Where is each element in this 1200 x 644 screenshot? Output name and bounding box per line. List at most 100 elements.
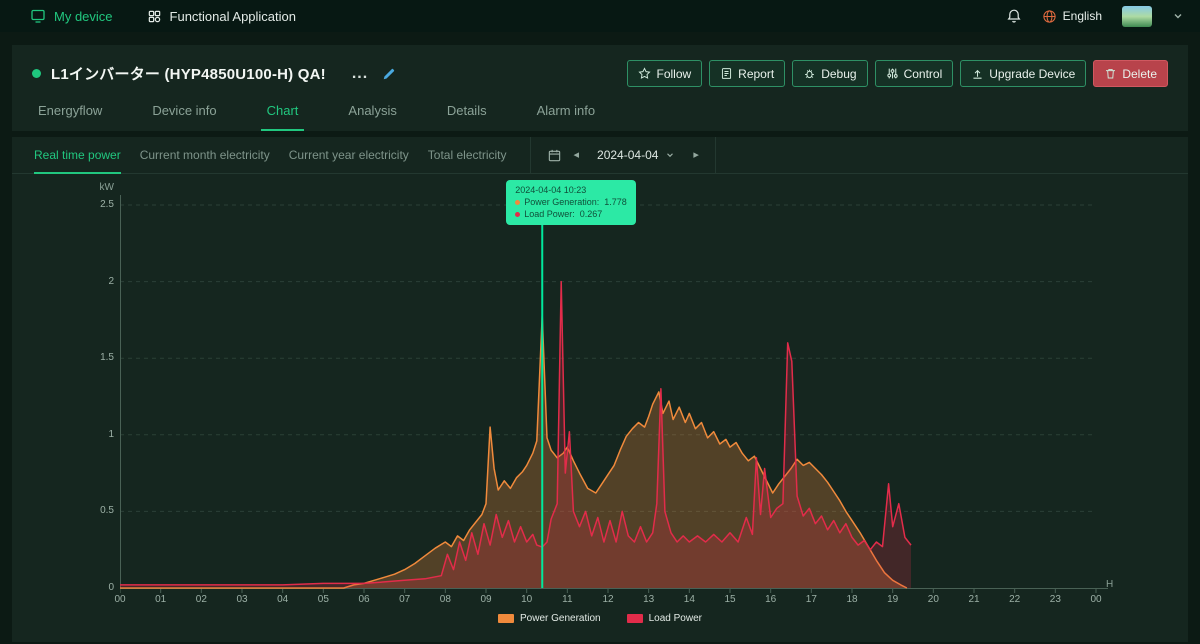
language-selector[interactable]: English [1042, 9, 1102, 24]
x-tick-label: 07 [399, 594, 411, 605]
notification-bell-icon[interactable] [1006, 8, 1022, 24]
tooltip-load-power-value: 0.267 [579, 209, 603, 219]
x-tick-label: 11 [562, 594, 573, 605]
chart-subtab-bar: Real time power Current month electricit… [12, 137, 1188, 174]
chart-legend: Power Generation Load Power [12, 613, 1188, 624]
follow-button-label: Follow [656, 66, 692, 81]
tab-chart-label: Chart [266, 103, 299, 118]
x-axis-unit-label: H [1106, 579, 1114, 590]
top-navbar: My device Functional Application English [0, 0, 1200, 32]
report-icon [722, 68, 732, 79]
subtab-total-electricity[interactable]: Total electricity [428, 137, 507, 173]
load-power-swatch-icon [626, 614, 643, 623]
control-button-label: Control [903, 66, 943, 81]
navbar-right: English [1006, 5, 1184, 27]
power-generation-swatch-icon [498, 614, 514, 623]
tab-energyflow[interactable]: Energyflow [36, 93, 104, 131]
language-label: English [1062, 9, 1102, 23]
x-tick-label: 19 [887, 594, 899, 605]
bug-icon [805, 69, 815, 79]
x-tick-label: 10 [521, 594, 533, 605]
subtab-real-time-power-label: Real time power [34, 148, 121, 162]
debug-button[interactable]: Debug [792, 60, 868, 87]
x-tick-label: 06 [358, 594, 370, 605]
report-button[interactable]: Report [709, 60, 786, 87]
subtab-current-year-electricity[interactable]: Current year electricity [289, 137, 409, 173]
tooltip-row-load-power: Load Power: 0.267 [515, 209, 627, 219]
chart-tooltip: 2024-04-04 10:23 Power Generation: 1.778… [506, 180, 636, 225]
legend-power-generation-label: Power Generation [520, 613, 601, 624]
edit-icon[interactable] [382, 67, 396, 81]
device-icon [31, 9, 45, 23]
calendar-button[interactable] [547, 148, 562, 163]
legend-load-power-label: Load Power [648, 613, 702, 624]
y-tick-label: 2 [108, 275, 114, 287]
nav-my-device[interactable]: My device [30, 8, 113, 24]
x-tick-label: 15 [724, 594, 736, 605]
x-tick-label: 23 [1049, 594, 1061, 605]
subtab-real-time-power[interactable]: Real time power [34, 137, 121, 174]
tab-device-info-label: Device info [152, 103, 217, 118]
tooltip-time: 2024-04-04 10:23 [515, 185, 587, 195]
subtab-current-month-label: Current month electricity [139, 148, 270, 162]
x-tick-label: 09 [480, 594, 492, 605]
legend-power-generation[interactable]: Power Generation [498, 613, 601, 624]
tab-chart[interactable]: Chart [260, 93, 305, 131]
tab-details[interactable]: Details [445, 93, 489, 131]
device-header-panel: L1インバーター (HYP4850U100-H) QA! ... Follow … [12, 45, 1188, 131]
delete-button[interactable]: Delete [1093, 60, 1168, 87]
nav-functional-application[interactable]: Functional Application [147, 9, 296, 24]
apps-grid-icon [148, 10, 160, 22]
avatar[interactable] [1122, 5, 1152, 27]
tooltip-power-generation-label: Power Generation: [524, 197, 600, 207]
device-action-buttons: Follow Report Debug Control Upgrade Devi… [627, 60, 1168, 87]
chart-panel: Real time power Current month electricit… [12, 137, 1188, 642]
tooltip-row-power-generation: Power Generation: 1.778 [515, 197, 627, 207]
delete-button-label: Delete [1122, 66, 1157, 81]
x-tick-label: 21 [968, 594, 980, 605]
follow-button[interactable]: Follow [627, 60, 703, 87]
device-title: L1インバーター (HYP4850U100-H) QA! [51, 66, 326, 83]
subtab-total-electricity-label: Total electricity [427, 148, 507, 162]
upgrade-icon [973, 69, 982, 79]
prev-day-arrow[interactable]: ◂ [573, 148, 580, 161]
upgrade-device-button[interactable]: Upgrade Device [960, 60, 1087, 87]
chart-plot-area[interactable] [120, 195, 1110, 595]
legend-load-power[interactable]: Load Power [626, 613, 702, 624]
tab-analysis-label: Analysis [348, 103, 397, 118]
date-value: 2024-04-04 [597, 148, 659, 162]
chevron-down-icon[interactable] [1172, 10, 1184, 22]
trash-icon [1106, 68, 1116, 79]
tooltip-power-generation-value: 1.778 [604, 197, 627, 207]
x-tick-label: 22 [1009, 594, 1021, 605]
tab-alarm-info-label: Alarm info [536, 103, 596, 118]
tab-alarm-info[interactable]: Alarm info [535, 93, 598, 131]
x-tick-label: 03 [236, 594, 248, 605]
title-more-ellipsis[interactable]: ... [351, 64, 369, 82]
subtab-current-month-electricity[interactable]: Current month electricity [140, 137, 270, 173]
date-controls: ◂ 2024-04-04 ▸ [529, 137, 716, 173]
subtab-current-year-label: Current year electricity [288, 148, 409, 162]
x-tick-label: 01 [155, 594, 167, 605]
y-axis-unit-label: kW [99, 182, 114, 193]
x-tick-label: 18 [846, 594, 858, 605]
date-select[interactable]: 2024-04-04 [591, 148, 681, 162]
tab-analysis[interactable]: Analysis [346, 93, 398, 131]
star-icon [638, 67, 652, 79]
report-button-label: Report [738, 66, 775, 81]
x-tick-label: 14 [683, 594, 695, 605]
chart-area: kW 0 0.5 1 1.5 2 2.5 00 01 02 03 04 05 06 07 08 09 10 11… [12, 174, 1188, 641]
globe-icon [1043, 9, 1056, 23]
y-tick-label: 1 [108, 428, 114, 440]
y-tick-label: 0 [108, 582, 114, 593]
x-tick-label: 17 [805, 594, 817, 605]
next-day-arrow[interactable]: ▸ [693, 148, 699, 161]
sliders-icon [886, 68, 898, 79]
control-button[interactable]: Control [874, 60, 954, 87]
calendar-icon [548, 149, 560, 161]
tab-device-info[interactable]: Device info [150, 93, 218, 131]
debug-button-label: Debug [821, 66, 857, 81]
x-tick-label: 12 [602, 594, 614, 605]
y-tick-label: 2.5 [100, 199, 114, 210]
x-tick-label: 05 [317, 594, 329, 605]
